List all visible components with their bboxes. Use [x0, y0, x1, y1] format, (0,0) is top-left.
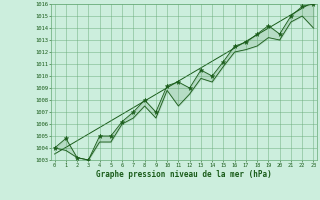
X-axis label: Graphe pression niveau de la mer (hPa): Graphe pression niveau de la mer (hPa) — [96, 170, 272, 179]
